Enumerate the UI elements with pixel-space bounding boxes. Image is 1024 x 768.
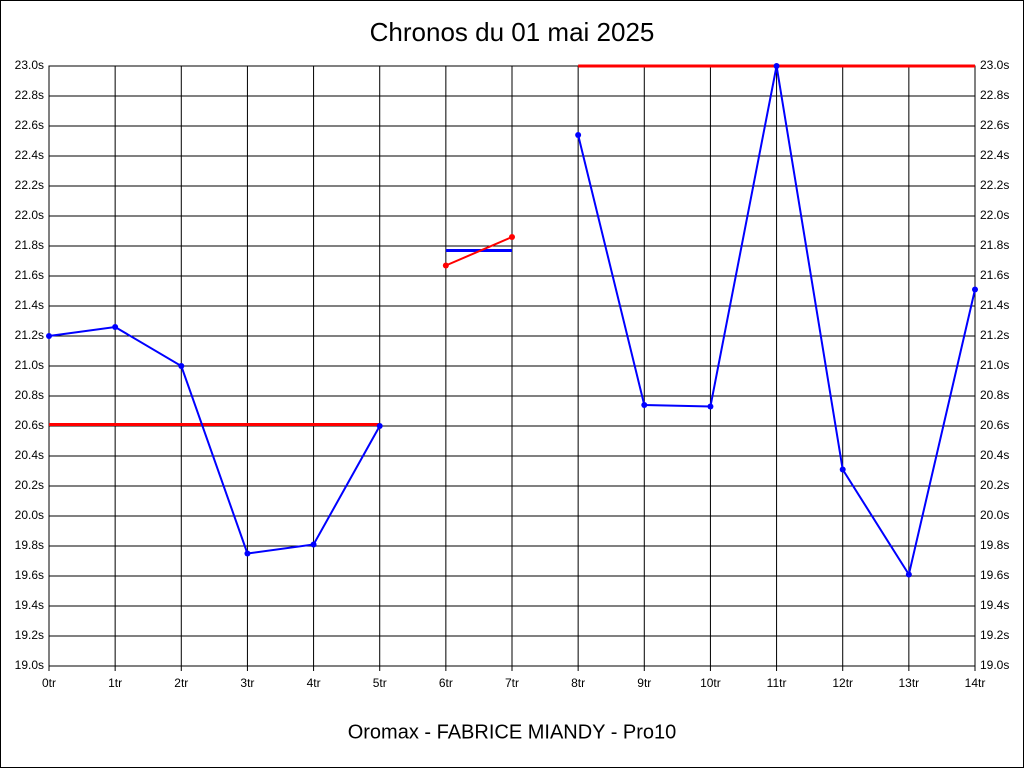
y-tick-label: 19.0s bbox=[15, 658, 44, 672]
x-tick-label: 11tr bbox=[767, 676, 787, 690]
series-line bbox=[445, 236, 513, 267]
y-tick-label: 20.6s bbox=[15, 418, 44, 432]
y-tick-label: 21.0s bbox=[15, 358, 44, 372]
x-tick-label: 2tr bbox=[174, 676, 188, 690]
data-point bbox=[509, 234, 515, 240]
x-tick-label: 8tr bbox=[571, 676, 585, 690]
data-point bbox=[46, 333, 52, 339]
y-tick-label: 19.4s bbox=[15, 598, 44, 612]
x-tick-label: 12tr bbox=[832, 676, 853, 690]
y2-tick-label: 19.6s bbox=[980, 568, 1009, 582]
y2-tick-label: 21.4s bbox=[980, 298, 1009, 312]
y-tick-label: 21.2s bbox=[15, 328, 44, 342]
y-tick-label: 22.2s bbox=[15, 178, 44, 192]
data-point bbox=[641, 402, 648, 408]
y2-tick-label: 19.8s bbox=[980, 538, 1009, 552]
data-point bbox=[839, 466, 846, 473]
data-point bbox=[310, 541, 317, 548]
y-tick-label: 19.6s bbox=[15, 568, 44, 582]
x-tick-label: 7tr bbox=[505, 676, 519, 690]
x-tick-label: 13tr bbox=[899, 676, 920, 690]
y2-tick-label: 20.8s bbox=[980, 388, 1009, 402]
chart-subtitle: Oromax - FABRICE MIANDY - Pro10 bbox=[348, 721, 677, 743]
y2-tick-label: 21.6s bbox=[980, 268, 1009, 282]
x-tick-label: 14tr bbox=[965, 676, 986, 690]
y2-tick-label: 20.4s bbox=[980, 448, 1009, 462]
data-point bbox=[972, 286, 978, 293]
y2-tick-label: 20.2s bbox=[980, 478, 1009, 492]
y2-tick-label: 22.8s bbox=[980, 88, 1009, 102]
y2-tick-label: 22.0s bbox=[980, 208, 1009, 222]
data-point bbox=[178, 363, 185, 369]
y-tick-label: 22.0s bbox=[15, 208, 44, 222]
y-tick-label: 20.8s bbox=[15, 388, 44, 402]
y-tick-label: 19.8s bbox=[15, 538, 44, 552]
y-tick-label: 21.8s bbox=[15, 238, 44, 252]
y2-tick-label: 21.0s bbox=[980, 358, 1009, 372]
y-tick-label: 22.8s bbox=[15, 88, 44, 102]
y-tick-label: 19.2s bbox=[15, 628, 44, 642]
y-tick-label: 20.2s bbox=[15, 478, 44, 492]
data-point bbox=[442, 262, 449, 269]
data-point bbox=[112, 324, 119, 330]
data-point bbox=[376, 423, 383, 429]
y2-tick-label: 21.2s bbox=[980, 328, 1009, 342]
data-point bbox=[244, 550, 251, 557]
y-tick-label: 21.6s bbox=[15, 268, 44, 282]
y-tick-label: 20.0s bbox=[15, 508, 44, 522]
y2-tick-label: 21.8s bbox=[980, 238, 1009, 252]
y-tick-label: 22.4s bbox=[15, 148, 44, 162]
x-tick-label: 9tr bbox=[637, 676, 651, 690]
y2-tick-label: 19.0s bbox=[980, 658, 1009, 672]
y2-tick-label: 20.0s bbox=[980, 508, 1009, 522]
y2-tick-label: 23.0s bbox=[980, 58, 1009, 72]
chart-title: Chronos du 01 mai 2025 bbox=[370, 17, 655, 47]
y2-tick-label: 19.4s bbox=[980, 598, 1009, 612]
data-point bbox=[773, 63, 780, 69]
data-point bbox=[905, 571, 912, 578]
x-tick-label: 5tr bbox=[373, 676, 387, 690]
data-point bbox=[707, 403, 714, 410]
y-tick-label: 23.0s bbox=[15, 58, 44, 72]
y2-tick-label: 22.4s bbox=[980, 148, 1009, 162]
y2-tick-label: 22.2s bbox=[980, 178, 1009, 192]
y-tick-label: 21.4s bbox=[15, 298, 44, 312]
x-tick-label: 1tr bbox=[108, 676, 122, 690]
x-tick-label: 0tr bbox=[42, 676, 56, 690]
y2-tick-label: 20.6s bbox=[980, 418, 1009, 432]
x-tick-label: 4tr bbox=[307, 676, 321, 690]
y2-tick-label: 22.6s bbox=[980, 118, 1009, 132]
y-tick-label: 20.4s bbox=[15, 448, 44, 462]
x-tick-label: 3tr bbox=[240, 676, 254, 690]
y2-tick-label: 19.2s bbox=[980, 628, 1009, 642]
y-tick-label: 22.6s bbox=[15, 118, 44, 132]
x-tick-label: 6tr bbox=[439, 676, 453, 690]
x-tick-label: 10tr bbox=[700, 676, 721, 690]
data-point bbox=[575, 132, 582, 138]
